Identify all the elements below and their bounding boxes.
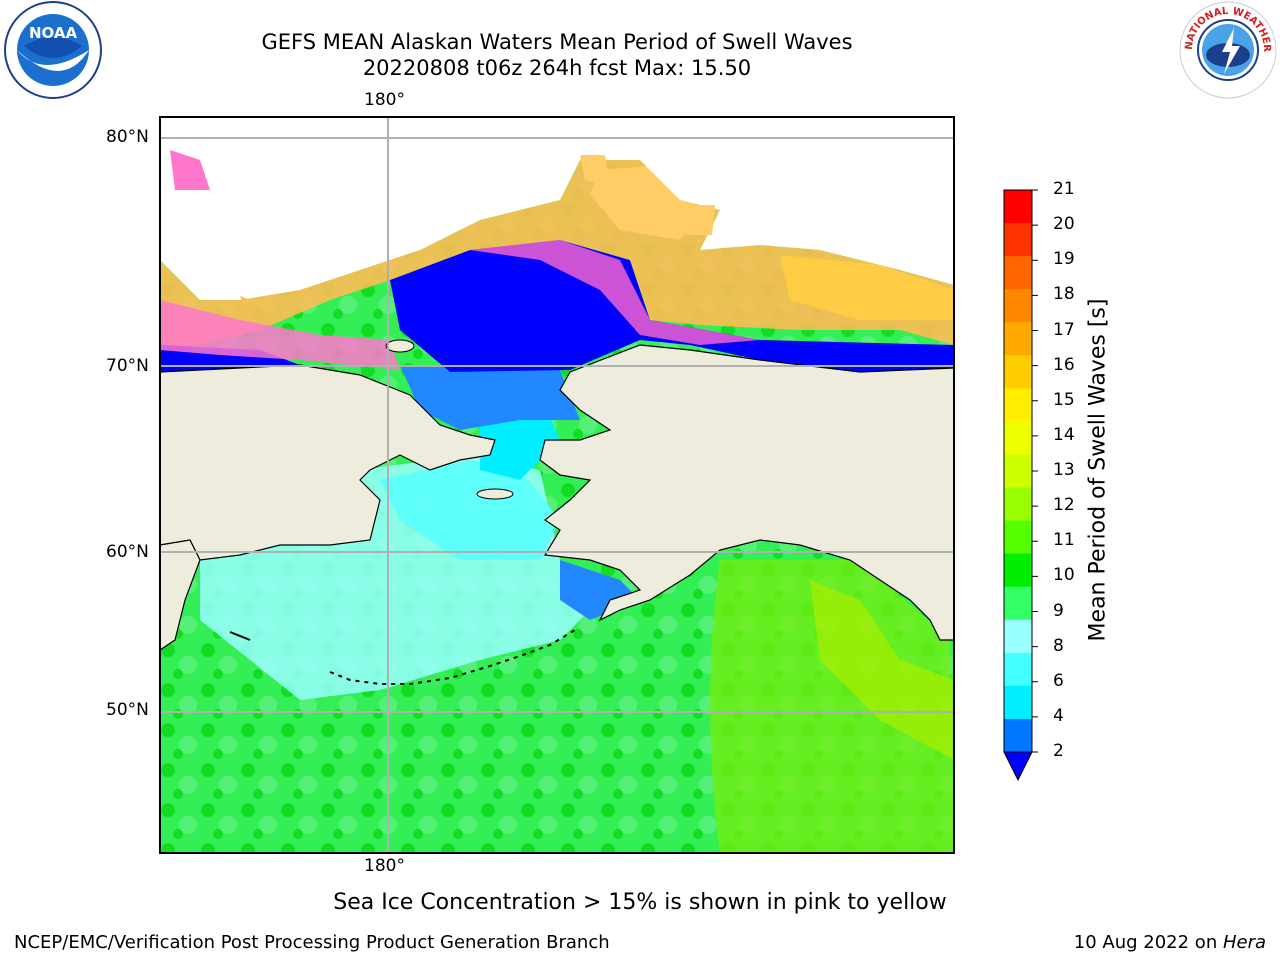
lon-label-bottom: 180°: [364, 856, 405, 876]
colorbar-segment: [1004, 256, 1032, 290]
chukchi-blue-region: [400, 365, 580, 430]
sea-ice-region: [160, 160, 954, 345]
colorbar-tick-label: 6: [1053, 670, 1064, 691]
colorbar-segment: [1004, 619, 1032, 654]
colorbar-segment: [1004, 520, 1032, 555]
colorbar-segment: [1004, 388, 1032, 422]
arctic-short-period-region: [390, 240, 954, 372]
colorbar-tick-label: 12: [1053, 495, 1075, 516]
colorbar-segment: [1004, 454, 1032, 489]
colorbar-segment: [1004, 322, 1032, 356]
colorbar-segment: [1004, 553, 1032, 588]
colorbar-tick-label: 9: [1053, 600, 1064, 621]
colorbar-extension: [1003, 751, 1033, 782]
colorbar-tick-label: 10: [1053, 565, 1075, 586]
kamchatka-landmass: [160, 539, 201, 651]
footer-date-text: 10 Aug 2022 on: [1073, 932, 1223, 953]
russia-landmass: [160, 364, 496, 561]
colorbar-tick-label: 13: [1053, 460, 1075, 480]
colorbar-tick-label: 4: [1053, 705, 1064, 726]
lon-label-top: 180°: [364, 90, 405, 110]
colorbar-label: Mean Period of Swell Waves [s]: [1085, 298, 1111, 642]
lat-label-60: 60°N: [106, 542, 149, 562]
colorbar-tick-label: 19: [1053, 249, 1075, 270]
colorbar-tick-label: 18: [1053, 284, 1075, 305]
colorbar-tick-label: 14: [1053, 424, 1075, 445]
footer-date: 10 Aug 2022 on Hera: [1074, 932, 1266, 953]
colorbar-segment: [1004, 190, 1032, 224]
colorbar-tick-label: 21: [1053, 179, 1075, 199]
colorbar-segment: [1004, 685, 1032, 720]
colorbar-tick-label: 17: [1053, 319, 1075, 340]
nws-logo: NATIONAL WEATHER SERVICE: [1178, 0, 1277, 99]
colorbar-tick-label: 2: [1053, 741, 1064, 761]
colorbar-segment: [1004, 421, 1032, 455]
footer-host: Hera: [1222, 932, 1266, 953]
lat-label-50: 50°N: [106, 700, 149, 720]
st-lawrence-island: [476, 488, 514, 500]
colorbar-segment: [1004, 223, 1032, 257]
chart-subtitle: 20220808 t06z 264h fcst Max: 15.50: [362, 56, 752, 80]
lat-label-80: 80°N: [106, 127, 149, 147]
noaa-logo: NOAA: [4, 1, 102, 99]
colorbar-segment: [1004, 718, 1032, 753]
map-frame: [159, 116, 955, 854]
colorbar-tick-label: 11: [1053, 530, 1075, 551]
footer-credit: NCEP/EMC/Verification Post Processing Pr…: [14, 932, 610, 953]
commander-islands: [229, 631, 251, 641]
alaska-landmass: [539, 344, 954, 641]
colorbar-segment: [1004, 652, 1032, 687]
chart-title: GEFS MEAN Alaskan Waters Mean Period of …: [261, 30, 853, 54]
colorbar-tick-label: 15: [1053, 389, 1075, 410]
sea-ice-note: Sea Ice Concentration > 15% is shown in …: [333, 890, 947, 915]
colorbar-tick-label: 20: [1053, 214, 1075, 235]
colorbar-segment: [1004, 355, 1032, 389]
gulf-higher-period-region: [710, 560, 954, 853]
colorbar-segment: [1004, 487, 1032, 522]
colorbar: [1003, 189, 1038, 782]
aleutian-islands: [329, 629, 576, 685]
colorbar-segment: [1004, 586, 1032, 621]
noaa-logo-text: NOAA: [29, 24, 78, 42]
no-data-region: [160, 117, 954, 300]
colorbar-tick-label: 8: [1053, 635, 1064, 656]
wrangel-island: [385, 339, 415, 353]
lat-label-70: 70°N: [106, 356, 149, 376]
colorbar-tick-label: 16: [1053, 354, 1075, 375]
colorbar-segment: [1004, 289, 1032, 323]
graticule: [160, 117, 954, 853]
